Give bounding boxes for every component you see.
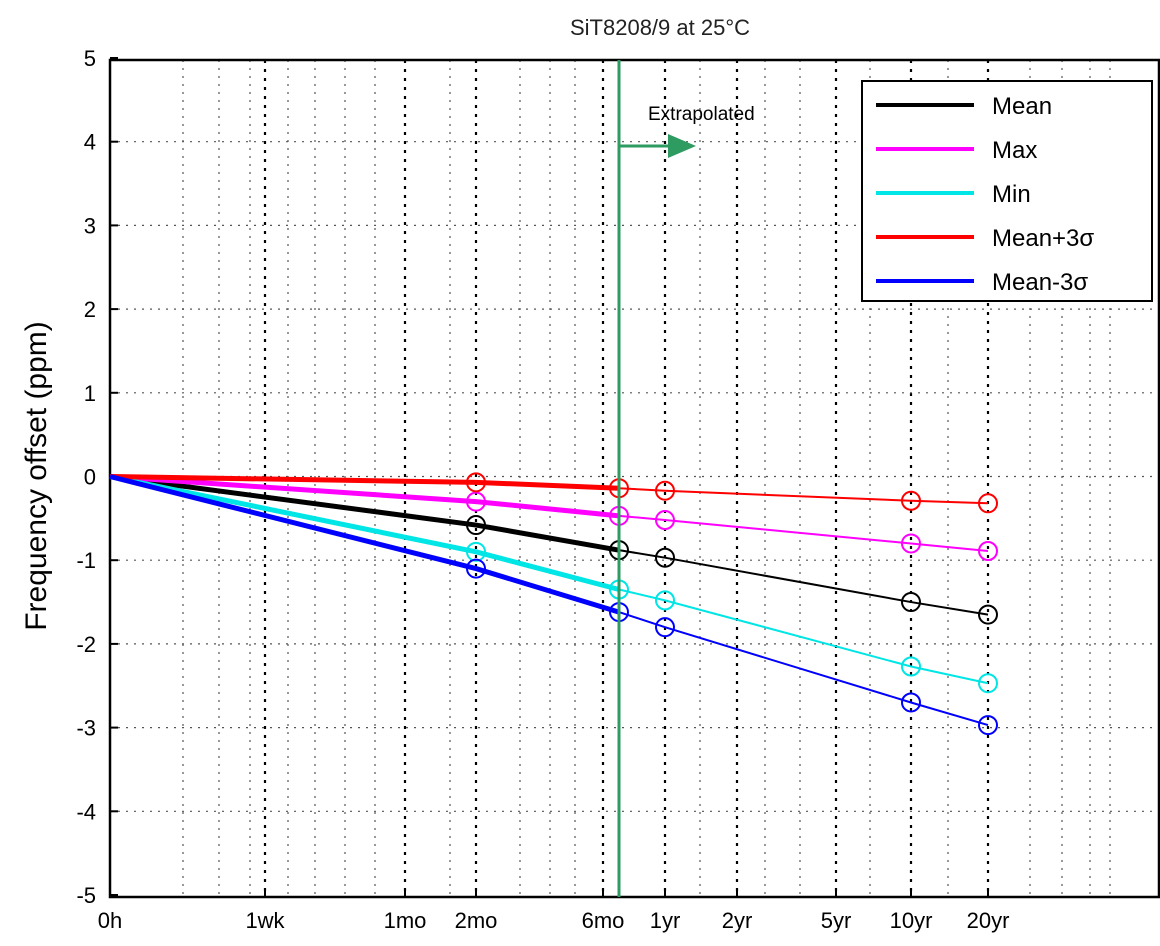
series-measured-line — [109, 474, 620, 519]
x-tick-label: 2mo — [455, 908, 498, 933]
x-tick-label: 6mo — [582, 908, 625, 933]
x-tick-label: 2yr — [722, 908, 753, 933]
legend-entry: Max — [992, 137, 1037, 164]
x-tick-label: 1yr — [650, 908, 681, 933]
series-marker — [466, 491, 486, 512]
series-marker — [655, 480, 675, 501]
series-extrapolated-line — [618, 611, 989, 727]
series-mean-3- — [109, 474, 998, 736]
series-marker — [978, 540, 998, 561]
series-marker — [978, 493, 998, 514]
extrapolated-arrow-head — [668, 134, 696, 158]
series-extrapolated-line — [618, 588, 989, 685]
series-marker — [655, 547, 675, 568]
legend-entry: Mean+3σ — [992, 225, 1094, 252]
extrapolated-label: Extrapolated — [648, 104, 755, 125]
series-measured-line — [109, 474, 620, 553]
x-tick-label: 0h — [98, 908, 122, 933]
grid — [110, 60, 1160, 897]
series-mean — [109, 474, 998, 625]
x-tick-label: 5yr — [821, 908, 852, 933]
series-measured-line — [109, 474, 620, 615]
series-marker — [978, 604, 998, 625]
series-marker — [466, 515, 486, 536]
series-marker — [901, 692, 921, 713]
legend-entry: Mean-3σ — [992, 269, 1088, 296]
legend-entry: Min — [992, 181, 1031, 208]
y-tick-label: 2 — [84, 297, 96, 322]
y-tick-label: -4 — [76, 799, 96, 824]
series-extrapolated-line — [618, 487, 989, 505]
axes: 5 4 3 2 1 0 -1 -2 -3 -4 -50h 1wk 1mo 2mo 6mo 1yr 2yr 5yr 1… — [76, 46, 1160, 933]
x-tick-label: 10yr — [890, 908, 933, 933]
y-tick-label: 4 — [84, 130, 96, 155]
y-tick-label: 5 — [84, 46, 96, 71]
y-tick-label: 0 — [84, 465, 96, 490]
series-measured-line — [109, 474, 620, 592]
series-marker — [978, 715, 998, 736]
series-marker — [901, 490, 921, 511]
series-max — [109, 474, 998, 561]
series-marker — [901, 592, 921, 613]
x-tick-label: 1wk — [245, 908, 285, 933]
chart-title: SiT8208/9 at 25°C — [570, 15, 750, 40]
series-marker — [655, 617, 675, 638]
y-tick-label: -3 — [76, 716, 96, 741]
series-marker — [466, 558, 486, 579]
series-marker — [655, 510, 675, 531]
legend: Mean Max Min Mean+3σ Mean-3σ — [861, 80, 1153, 302]
y-tick-label: 3 — [84, 213, 96, 238]
series-lines — [109, 472, 998, 736]
series-marker — [466, 472, 486, 493]
y-tick-label: -1 — [76, 548, 96, 573]
y-tick-label: 1 — [84, 381, 96, 406]
series-marker — [901, 656, 921, 677]
series-extrapolated-line — [618, 514, 989, 552]
x-tick-label: 20yr — [967, 908, 1010, 933]
y-axis-label: Frequency offset (ppm) — [20, 321, 53, 631]
series-extrapolated-line — [618, 549, 989, 616]
series-min — [109, 474, 998, 694]
series-marker — [466, 541, 486, 562]
x-tick-label: 1mo — [384, 908, 427, 933]
series-marker — [901, 533, 921, 554]
legend-entry: Mean — [992, 93, 1052, 120]
y-tick-label: -2 — [76, 632, 96, 657]
series-measured-line — [109, 474, 620, 491]
series-marker — [978, 673, 998, 694]
y-tick-label: -5 — [76, 883, 96, 908]
series-marker — [655, 590, 675, 611]
series-mean-3- — [109, 472, 998, 514]
extrapolated-annotation: Extrapolated — [617, 60, 755, 897]
